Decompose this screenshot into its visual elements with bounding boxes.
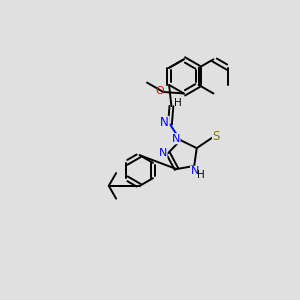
Text: N: N — [172, 134, 180, 144]
Text: N: N — [190, 166, 199, 176]
Text: H: H — [174, 98, 182, 108]
Text: N: N — [160, 116, 169, 129]
Text: N: N — [159, 148, 167, 158]
Text: H: H — [197, 170, 205, 180]
Text: S: S — [212, 130, 220, 143]
Text: O: O — [155, 86, 164, 96]
